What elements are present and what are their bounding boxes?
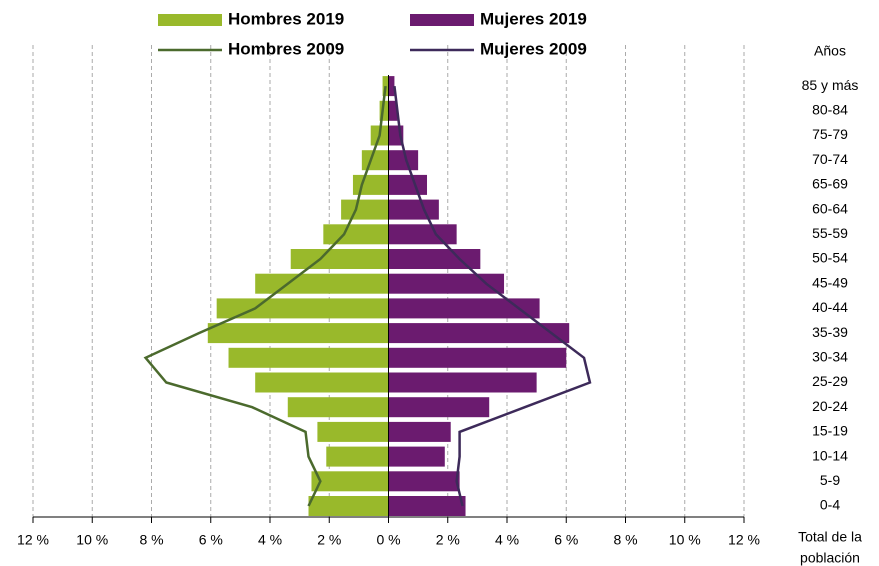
legend-label: Hombres 2019 (228, 9, 344, 28)
x-tick-label: 4 % (495, 532, 519, 548)
x-tick-label: 12 % (17, 532, 49, 548)
bar (388, 471, 460, 492)
bar (388, 199, 439, 220)
y-tick-label: 80-84 (812, 102, 848, 118)
x-tick-label: 4 % (258, 532, 282, 548)
bar (352, 174, 389, 195)
y-tick-label: 70-74 (812, 151, 848, 167)
y-tick-label: 5-9 (820, 472, 840, 488)
y-tick-label: 85 y más (802, 77, 859, 93)
y-tick-label: 60-64 (812, 200, 848, 216)
bar (388, 496, 466, 516)
y-tick-label: 0-4 (820, 497, 840, 513)
x-tick-label: 12 % (728, 532, 760, 548)
bar (388, 397, 490, 418)
bar (388, 372, 537, 393)
bar (216, 298, 389, 319)
bar (228, 347, 389, 368)
bar (388, 347, 567, 368)
bar (317, 421, 389, 442)
y-tick-label: 15-19 (812, 423, 848, 439)
x-axis-title: Total de la (798, 529, 862, 545)
bar (207, 323, 389, 344)
line (143, 85, 387, 507)
legend-swatch (410, 14, 474, 26)
legend-label: Mujeres 2009 (480, 39, 587, 58)
x-tick-label: 8 % (139, 532, 163, 548)
bar (379, 100, 389, 121)
legend-label: Hombres 2009 (228, 39, 344, 58)
bar (388, 446, 445, 467)
y-tick-label: 40-44 (812, 299, 848, 315)
bar (388, 150, 419, 171)
x-tick-label: 2 % (436, 532, 460, 548)
bar (388, 224, 457, 245)
y-axis-title: Años (814, 43, 846, 59)
y-tick-label: 20-24 (812, 398, 848, 414)
y-tick-label: 10-14 (812, 447, 848, 463)
x-tick-label: 6 % (554, 532, 578, 548)
bar (388, 323, 570, 344)
x-tick-label: 2 % (317, 532, 341, 548)
bar (388, 298, 540, 319)
bar (323, 224, 389, 245)
x-tick-label: 0 % (376, 532, 400, 548)
y-tick-label: 25-29 (812, 373, 848, 389)
bar (388, 421, 451, 442)
bar (255, 273, 389, 294)
x-tick-label: 10 % (669, 532, 701, 548)
legend-label: Mujeres 2019 (480, 9, 587, 28)
bar (311, 471, 389, 492)
x-tick-label: 6 % (199, 532, 223, 548)
y-tick-label: 30-34 (812, 349, 848, 365)
x-axis-title: población (800, 550, 860, 566)
x-tick-label: 8 % (613, 532, 637, 548)
y-tick-label: 65-69 (812, 176, 848, 192)
bar (388, 100, 398, 121)
line (393, 85, 592, 507)
bar (388, 174, 428, 195)
bar (361, 150, 389, 171)
x-tick-label: 10 % (76, 532, 108, 548)
bar (326, 446, 389, 467)
legend-swatch (158, 14, 222, 26)
bar (388, 249, 481, 269)
bar (255, 372, 389, 393)
bar (287, 397, 389, 418)
y-tick-label: 75-79 (812, 126, 848, 142)
bar (308, 496, 389, 516)
y-tick-label: 55-59 (812, 225, 848, 241)
bar (290, 249, 389, 269)
y-tick-label: 45-49 (812, 274, 848, 290)
y-tick-label: 50-54 (812, 250, 848, 266)
y-tick-label: 35-39 (812, 324, 848, 340)
bar (341, 199, 389, 220)
bar (388, 273, 505, 294)
bar (388, 76, 395, 97)
